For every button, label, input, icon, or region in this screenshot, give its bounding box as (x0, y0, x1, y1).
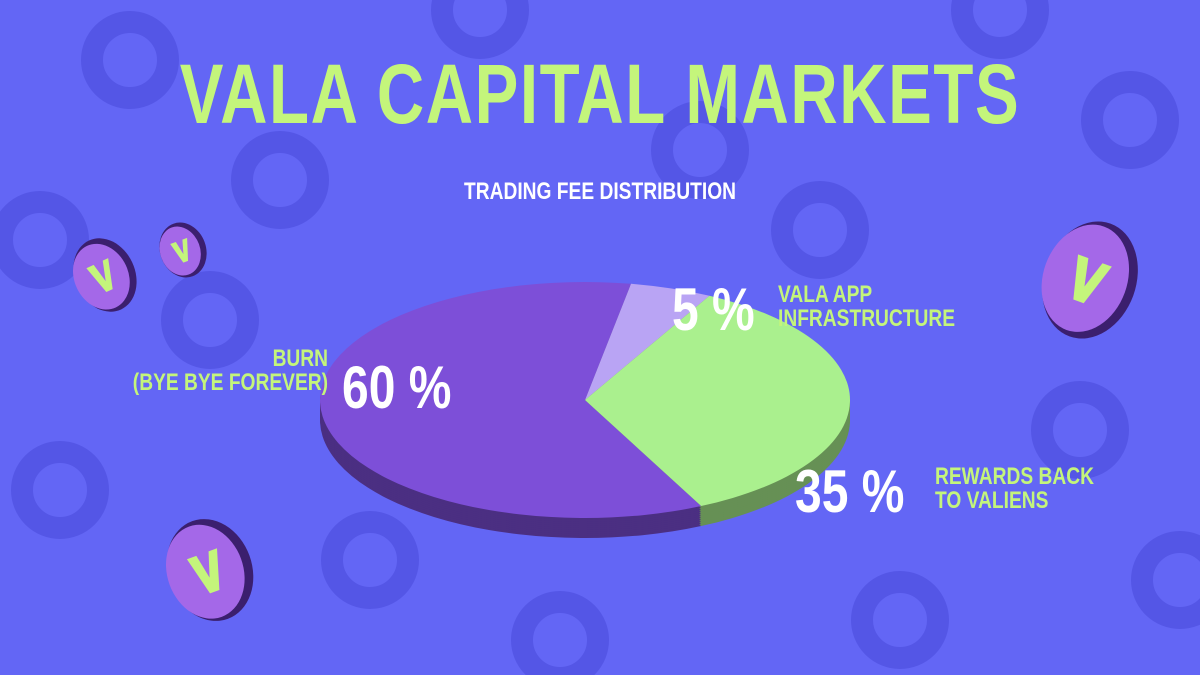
pie (319, 282, 851, 538)
slice-label: REWARDS BACK TO VALIENS (935, 463, 1094, 514)
slice-label: BURN (BYE BYE FOREVER) (132, 345, 328, 396)
value-label: 35 % (795, 458, 905, 525)
slice (585, 283, 710, 400)
value-label: 60 % (342, 354, 452, 421)
coins (72, 221, 1138, 621)
slice (585, 295, 851, 507)
slice-label: VALA APP INFRASTRUCTURE (778, 281, 956, 332)
value-label: 5 % (672, 276, 755, 343)
slice (320, 282, 702, 518)
title: VALA CAPITAL MARKETS (179, 47, 1021, 141)
subtitle: TRADING FEE DISTRIBUTION (464, 178, 736, 205)
